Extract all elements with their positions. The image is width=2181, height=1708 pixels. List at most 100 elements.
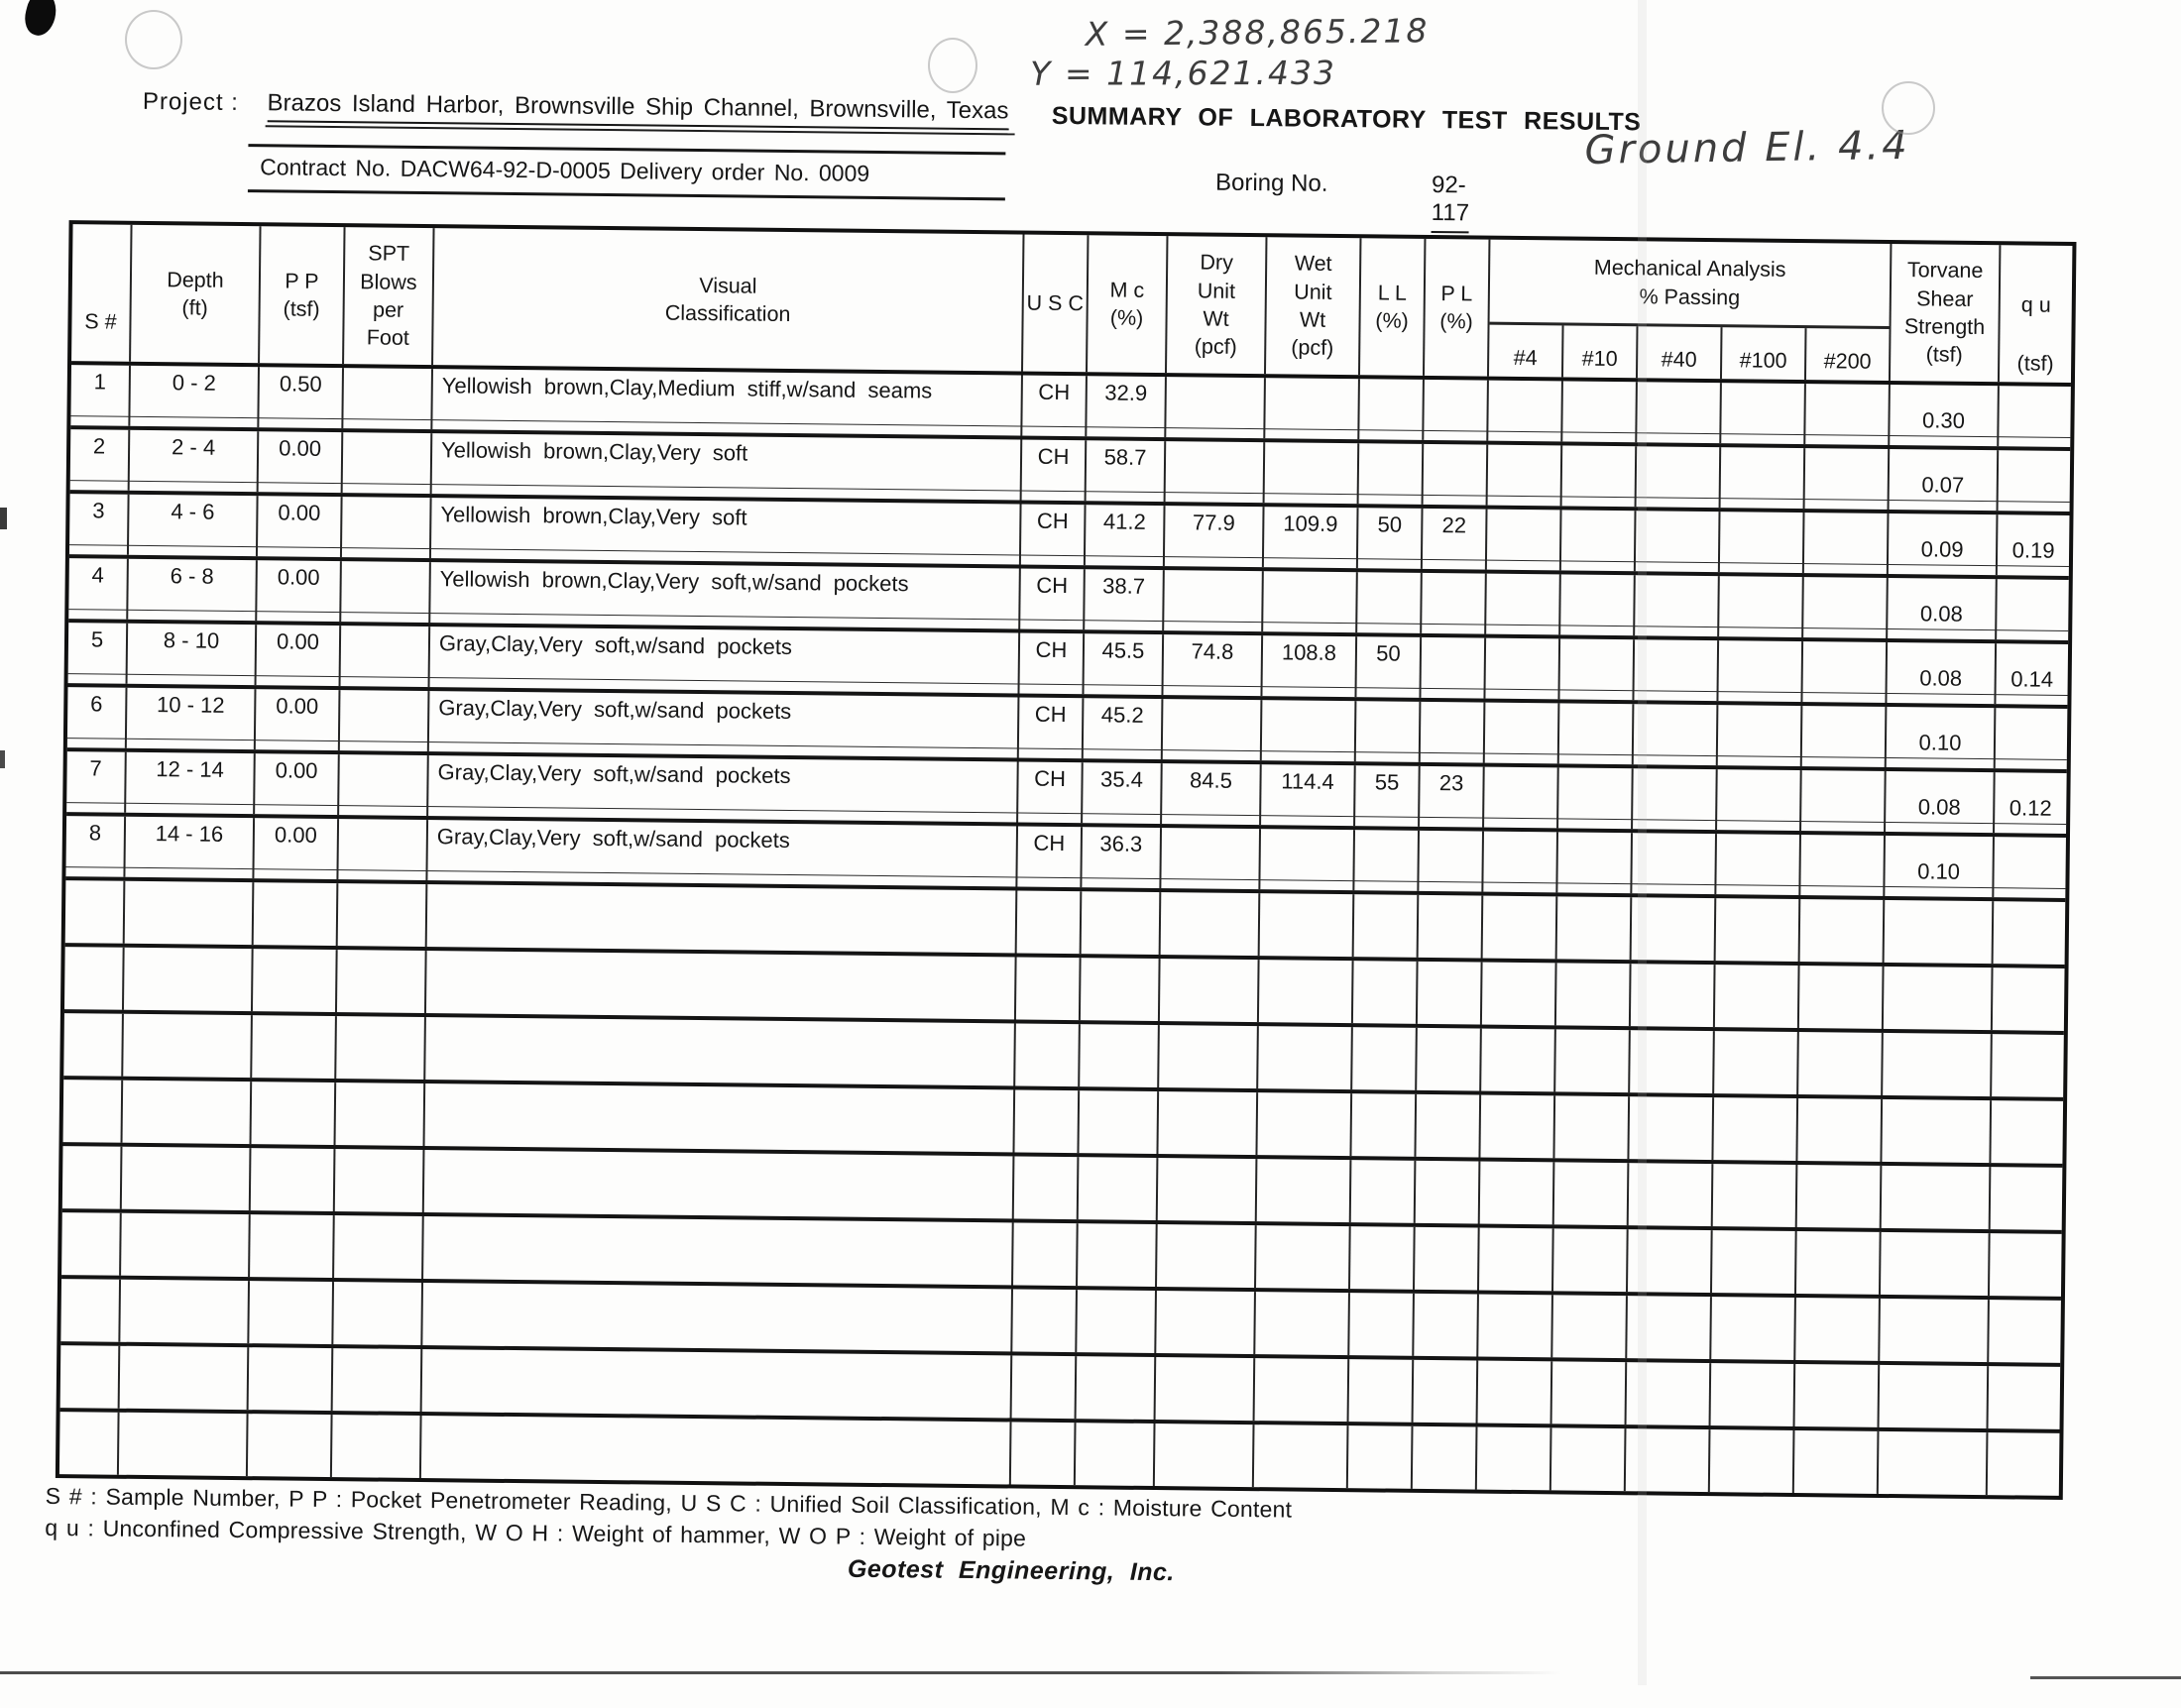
- cell-pp: 0.00: [254, 818, 340, 880]
- cell-pp: [250, 1214, 335, 1279]
- cell-text: 108.8: [1281, 639, 1337, 665]
- cell-ll: [1358, 443, 1425, 505]
- cell-classification: Yellowish brown,Clay,Very soft,w/sand po…: [430, 562, 1021, 629]
- cell-ll: [1354, 830, 1421, 891]
- header-mechanical-analysis: Mechanical Analysis % Passing: [1489, 239, 1891, 329]
- cell-s10: [1552, 1228, 1629, 1293]
- cell-depth: 14 - 16: [125, 816, 256, 879]
- cell-mc: 32.9: [1087, 376, 1167, 438]
- cell-torvane: 0.10: [1885, 835, 1995, 898]
- cell-spt: [331, 1415, 422, 1479]
- cell-ll: [1351, 1093, 1418, 1157]
- cell-torvane: 0.09: [1888, 513, 1999, 576]
- cell-usc: CH: [1018, 697, 1085, 759]
- cell-text: 77.9: [1192, 510, 1235, 535]
- cell-spt: [336, 1016, 426, 1081]
- cell-text: CH: [1038, 379, 1071, 405]
- cell-s200: [1795, 1298, 1881, 1361]
- cell-depth: [123, 947, 254, 1012]
- cell-s200: [1797, 1098, 1884, 1162]
- cell-s10: [1562, 381, 1638, 443]
- cell-mc: [1080, 1024, 1160, 1088]
- cell-s: 7: [66, 751, 127, 813]
- cell-s10: [1555, 963, 1632, 1027]
- cell-text: 0.08: [1919, 600, 1963, 626]
- cell-dry: 77.9: [1164, 506, 1265, 568]
- cell-s100: [1712, 1164, 1798, 1228]
- cell-text: 74.8: [1191, 638, 1234, 664]
- cell-torvane: 0.10: [1886, 706, 1997, 769]
- cell-ll: [1352, 961, 1419, 1024]
- cell-text: CH: [1037, 443, 1070, 470]
- header-spt: SPT Blows per Foot: [344, 227, 435, 366]
- cell-text: Gray,Clay,Very soft,w/sand pockets: [437, 759, 791, 789]
- cell-depth: 10 - 12: [126, 687, 257, 750]
- cell-classification: Yellowish brown,Clay,Medium stiff,w/sand…: [432, 369, 1023, 436]
- cell-s4: [1486, 573, 1561, 635]
- boring-value: 92-117: [1431, 171, 1470, 234]
- cell-pp: 0.00: [257, 560, 342, 623]
- cell-qu: [1999, 386, 2071, 447]
- cell-wet: [1256, 1159, 1352, 1223]
- cell-text: 0.00: [277, 564, 320, 590]
- cell-classification: Gray,Clay,Very soft,w/sand pockets: [428, 691, 1020, 758]
- cell-s4: [1478, 1294, 1553, 1358]
- cell-pp: [250, 1148, 336, 1212]
- cell-pl: [1417, 961, 1483, 1025]
- cell-s4: [1487, 444, 1563, 507]
- cell-s100: [1717, 705, 1803, 767]
- cell-depth: 0 - 2: [130, 365, 261, 428]
- cell-text: 0.08: [1919, 664, 1963, 691]
- cell-s100: [1711, 1297, 1796, 1361]
- project-line: Project : Brazos Island Harbor, Brownsvi…: [142, 87, 1009, 131]
- cell-pl: [1416, 1093, 1482, 1158]
- cell-pp: [251, 1082, 337, 1146]
- cell-wet: [1253, 1424, 1349, 1489]
- cell-spt: [339, 754, 429, 817]
- cell-s4: [1481, 1028, 1556, 1092]
- contract-line: Contract No. DACW64-92-D-0005 Delivery o…: [247, 144, 1006, 201]
- cell-text: 14 - 16: [155, 821, 224, 847]
- cell-s: [63, 1013, 124, 1077]
- cell-s4: [1479, 1161, 1555, 1225]
- cell-torvane: [1879, 1364, 1990, 1429]
- project-value: Brazos Island Harbor, Brownsville Ship C…: [267, 89, 1009, 131]
- cell-text: Yellowish brown,Clay,Very soft: [440, 437, 748, 466]
- cell-s40: [1627, 1229, 1713, 1294]
- cell-s: 3: [68, 494, 130, 555]
- cell-text: Yellowish brown,Clay,Medium stiff,w/sand…: [441, 373, 933, 403]
- cell-qu: 0.19: [1998, 514, 2070, 576]
- cell-text: 2: [92, 433, 106, 459]
- cell-mc: 45.5: [1084, 633, 1165, 696]
- cell-mc: [1076, 1356, 1157, 1421]
- cell-s: 5: [67, 623, 129, 684]
- table-header-row: S # Depth (ft) P P (tsf) SPT Blows per F…: [71, 224, 2073, 387]
- cell-usc: [1011, 1355, 1078, 1420]
- cell-s4: [1484, 702, 1560, 764]
- cell-s: [64, 880, 126, 944]
- cell-s200: [1801, 770, 1887, 832]
- cell-pl: [1420, 701, 1486, 763]
- cell-s4: [1481, 962, 1557, 1026]
- cell-usc: CH: [1022, 375, 1088, 437]
- cell-s10: [1550, 1427, 1627, 1492]
- project-label: Project :: [142, 87, 240, 116]
- cell-classification: Gray,Clay,Very soft,w/sand pockets: [427, 820, 1019, 887]
- cell-usc: CH: [1020, 504, 1087, 566]
- cell-s: 4: [68, 558, 129, 620]
- cell-classification: [425, 951, 1017, 1020]
- cell-s40: [1630, 1030, 1715, 1094]
- cell-s200: [1796, 1165, 1883, 1228]
- cell-dry: [1157, 1158, 1258, 1222]
- cell-depth: [120, 1279, 251, 1344]
- cell-s100: [1713, 1097, 1799, 1162]
- cell-pp: [249, 1281, 335, 1345]
- cell-text: 0.00: [275, 757, 318, 783]
- cell-text: CH: [1035, 636, 1068, 663]
- header-sieve-10: #10: [1562, 325, 1639, 379]
- cell-s200: [1800, 835, 1886, 896]
- header-depth: Depth (ft): [131, 224, 262, 364]
- cell-ll: 50: [1356, 636, 1423, 698]
- cell-text: 6: [90, 691, 103, 717]
- cell-text: 114.4: [1281, 768, 1334, 794]
